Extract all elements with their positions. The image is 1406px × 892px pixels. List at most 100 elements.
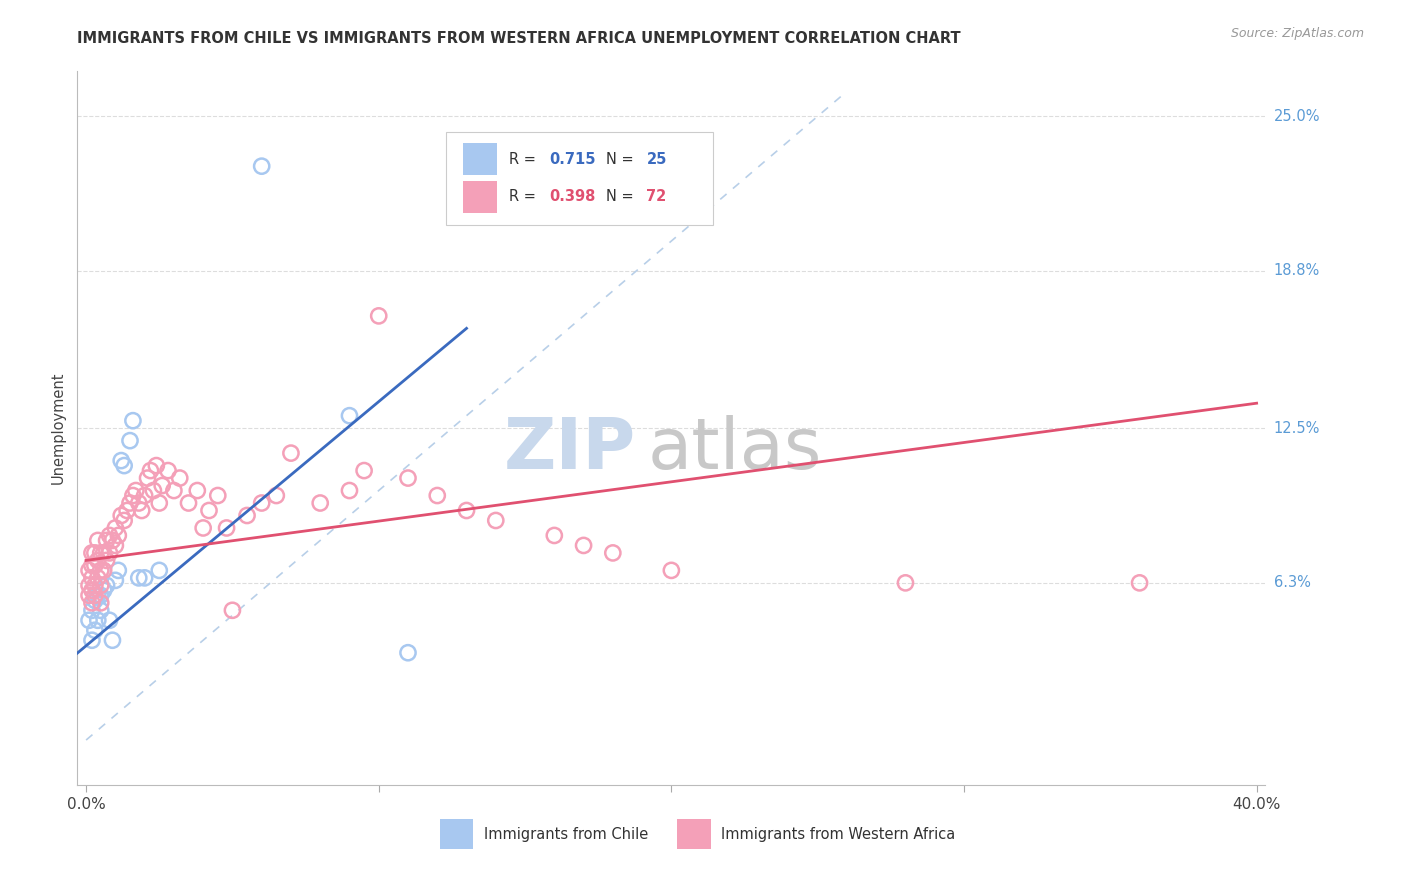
Point <box>169 471 191 485</box>
Point <box>83 558 105 573</box>
Point <box>96 553 118 567</box>
Point <box>77 588 100 602</box>
Point <box>134 489 156 503</box>
Point <box>90 603 112 617</box>
Point <box>125 483 148 498</box>
Point <box>107 563 129 577</box>
Point <box>134 571 156 585</box>
Point <box>107 528 129 542</box>
Point <box>236 508 259 523</box>
Point <box>661 563 683 577</box>
Point <box>80 603 103 617</box>
Point <box>396 646 419 660</box>
Point <box>112 513 135 527</box>
Point <box>339 483 361 498</box>
Y-axis label: Unemployment: Unemployment <box>51 372 66 484</box>
Point <box>104 538 127 552</box>
Point <box>87 533 110 548</box>
FancyBboxPatch shape <box>446 132 713 225</box>
Point <box>456 503 478 517</box>
Point <box>93 546 115 560</box>
Point <box>128 496 150 510</box>
Point <box>90 546 112 560</box>
Point <box>221 603 243 617</box>
Text: 25: 25 <box>647 152 666 167</box>
Point <box>77 578 100 592</box>
FancyBboxPatch shape <box>440 819 472 849</box>
Point <box>77 563 100 577</box>
Point <box>191 521 214 535</box>
Point <box>87 588 110 602</box>
Text: R =: R = <box>509 189 540 204</box>
Point <box>90 563 112 577</box>
Point <box>177 496 200 510</box>
Point <box>98 528 121 542</box>
FancyBboxPatch shape <box>464 180 496 212</box>
Point <box>128 571 150 585</box>
Point <box>101 633 124 648</box>
Point <box>250 159 273 173</box>
Text: 6.3%: 6.3% <box>1274 575 1310 591</box>
Text: 0.398: 0.398 <box>548 189 595 204</box>
Point <box>396 471 419 485</box>
Point <box>186 483 208 498</box>
Point <box>83 546 105 560</box>
Point <box>122 414 145 428</box>
FancyBboxPatch shape <box>464 143 496 175</box>
Point <box>280 446 302 460</box>
Point <box>572 538 595 552</box>
Point <box>118 496 141 510</box>
Point <box>77 613 100 627</box>
Point <box>145 458 167 473</box>
Point <box>207 489 229 503</box>
Point <box>87 613 110 627</box>
Point <box>157 464 180 478</box>
FancyBboxPatch shape <box>678 819 710 849</box>
Text: ZIP: ZIP <box>503 415 636 484</box>
Point <box>80 546 103 560</box>
Point <box>104 574 127 588</box>
Point <box>339 409 361 423</box>
Point <box>367 309 389 323</box>
Point <box>266 489 288 503</box>
Point <box>353 464 375 478</box>
Point <box>101 533 124 548</box>
Text: R =: R = <box>509 152 540 167</box>
Text: IMMIGRANTS FROM CHILE VS IMMIGRANTS FROM WESTERN AFRICA UNEMPLOYMENT CORRELATION: IMMIGRANTS FROM CHILE VS IMMIGRANTS FROM… <box>77 31 960 46</box>
Point <box>122 489 145 503</box>
Point <box>136 471 159 485</box>
Point <box>104 521 127 535</box>
Point <box>543 528 565 542</box>
Text: 12.5%: 12.5% <box>1274 421 1320 435</box>
Point <box>150 478 173 492</box>
Text: 72: 72 <box>647 189 666 204</box>
Point <box>83 624 105 638</box>
Point <box>485 513 508 527</box>
Point <box>110 508 132 523</box>
Point <box>148 563 170 577</box>
Point <box>93 563 115 577</box>
Text: N =: N = <box>606 152 638 167</box>
Point <box>139 464 162 478</box>
Point <box>115 503 138 517</box>
Text: 25.0%: 25.0% <box>1274 109 1320 124</box>
Point <box>80 596 103 610</box>
Text: N =: N = <box>606 189 638 204</box>
Point <box>602 546 624 560</box>
Point <box>83 593 105 607</box>
Point <box>110 453 132 467</box>
Point <box>87 553 110 567</box>
Point <box>215 521 238 535</box>
Point <box>87 571 110 585</box>
Text: Immigrants from Chile: Immigrants from Chile <box>484 827 648 842</box>
Point <box>90 588 112 602</box>
Point <box>148 496 170 510</box>
Point <box>93 583 115 598</box>
Point <box>83 578 105 592</box>
Point <box>83 588 105 602</box>
Point <box>98 613 121 627</box>
Point <box>90 596 112 610</box>
Point <box>426 489 449 503</box>
Text: Source: ZipAtlas.com: Source: ZipAtlas.com <box>1230 27 1364 40</box>
Point <box>98 546 121 560</box>
